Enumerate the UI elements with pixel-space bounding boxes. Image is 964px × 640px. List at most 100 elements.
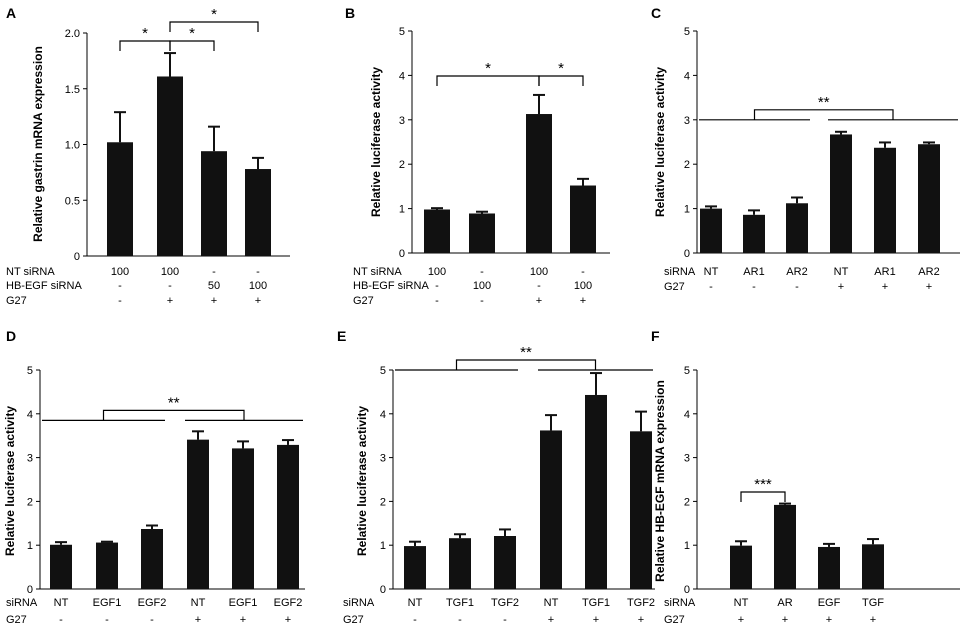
condition-cell: - <box>413 614 417 626</box>
condition-cell: + <box>638 614 644 626</box>
y-tick-label: 0 <box>27 584 33 596</box>
bar <box>107 142 133 256</box>
condition-row-label: G27 <box>343 614 364 626</box>
condition-cell: - <box>118 295 122 307</box>
condition-cell: EGF1 <box>93 597 122 609</box>
bar <box>630 431 652 589</box>
condition-cell: + <box>167 295 173 307</box>
y-axis-label: Relative luciferase activity <box>355 406 369 556</box>
condition-cell: + <box>255 295 261 307</box>
condition-row-label: G27 <box>6 614 27 626</box>
bar <box>585 394 607 589</box>
bar <box>774 504 796 589</box>
condition-cell: + <box>536 295 542 307</box>
condition-cell: EGF2 <box>138 597 167 609</box>
bar <box>157 76 183 256</box>
condition-cell: + <box>285 614 291 626</box>
condition-cell: + <box>838 281 844 293</box>
condition-cell: + <box>580 295 586 307</box>
y-tick-label: 1 <box>399 204 405 216</box>
y-tick-label: 4 <box>27 409 33 421</box>
panel-b: B 0 1 2 3 4 5 Relative luciferase activity * * NT … <box>345 5 610 307</box>
y-tick-label: 1.5 <box>65 84 80 96</box>
condition-cell: + <box>782 614 788 626</box>
panel-label: D <box>6 328 16 344</box>
significance-label: * <box>558 60 564 77</box>
panel-label: A <box>6 5 16 21</box>
significance-label: * <box>211 6 217 23</box>
bar <box>449 538 471 589</box>
condition-row-label: G27 <box>664 281 685 293</box>
panel-label: B <box>345 5 355 21</box>
bar <box>232 448 254 589</box>
bar <box>201 151 227 256</box>
condition-cell: NT <box>544 597 559 609</box>
significance-bracket <box>740 491 786 502</box>
y-tick-label: 3 <box>27 453 33 465</box>
group-bracket <box>102 409 245 421</box>
y-tick-label: 0 <box>684 584 690 596</box>
significance-bracket <box>169 40 215 51</box>
y-tick-label: 4 <box>399 70 405 82</box>
bar <box>96 542 118 589</box>
condition-cell: TGF1 <box>582 597 610 609</box>
y-axis-label: Relative luciferase activity <box>653 67 667 217</box>
y-tick-label: 5 <box>380 365 386 377</box>
y-axis-label: Relative luciferase activity <box>369 67 383 217</box>
panel-f: F 0 1 2 3 4 5 Relative HB-EGF mRNA expression **… <box>651 328 960 626</box>
significance-label: * <box>485 60 491 77</box>
significance-label: * <box>142 25 148 42</box>
y-tick-label: 3 <box>684 115 690 127</box>
condition-cell: - <box>503 614 507 626</box>
condition-cell: 100 <box>530 266 548 278</box>
condition-cell: - <box>537 280 541 292</box>
bar <box>424 209 450 253</box>
significance-bracket <box>436 75 540 86</box>
y-tick-label: 3 <box>380 453 386 465</box>
panel-label: F <box>651 328 660 344</box>
bar <box>50 544 72 589</box>
condition-cell: AR2 <box>786 266 807 278</box>
condition-row-label: siRNA <box>343 597 375 609</box>
y-tick-label: 3 <box>399 115 405 127</box>
condition-cell: AR <box>777 597 792 609</box>
y-tick-label: 2 <box>684 159 690 171</box>
bar <box>404 546 426 589</box>
panel-c: C 0 1 2 3 4 5 Relative luciferase activity ** siR… <box>651 5 960 293</box>
bar <box>540 430 562 589</box>
condition-cell: + <box>882 281 888 293</box>
y-tick-label: 4 <box>380 409 386 421</box>
condition-cell: - <box>480 295 484 307</box>
significance-label: ** <box>818 94 830 111</box>
condition-cell: - <box>105 614 109 626</box>
condition-cell: - <box>168 280 172 292</box>
y-tick-label: 0 <box>684 248 690 260</box>
condition-cell: + <box>548 614 554 626</box>
condition-cell: TGF2 <box>491 597 519 609</box>
y-tick-label: 2 <box>684 496 690 508</box>
condition-row-label: NT siRNA <box>353 266 402 278</box>
condition-cell: + <box>738 614 744 626</box>
bar <box>277 444 299 589</box>
y-tick-label: 4 <box>684 409 690 421</box>
significance-bracket <box>119 40 171 51</box>
condition-cell: - <box>709 281 713 293</box>
condition-row-label: siRNA <box>664 266 696 278</box>
condition-row-label: G27 <box>6 295 27 307</box>
y-tick-label: 0 <box>74 251 80 263</box>
panel-label: E <box>337 328 346 344</box>
condition-cell: NT <box>704 266 719 278</box>
y-tick-label: 2 <box>27 496 33 508</box>
condition-row-label: G27 <box>664 614 685 626</box>
bar <box>918 144 940 253</box>
condition-cell: - <box>435 280 439 292</box>
condition-cell: 100 <box>111 266 129 278</box>
condition-cell: + <box>240 614 246 626</box>
condition-cell: 100 <box>428 266 446 278</box>
significance-bracket <box>538 75 584 86</box>
condition-cell: - <box>752 281 756 293</box>
bar <box>469 213 495 253</box>
y-tick-label: 1 <box>27 540 33 552</box>
condition-cell: TGF1 <box>446 597 474 609</box>
